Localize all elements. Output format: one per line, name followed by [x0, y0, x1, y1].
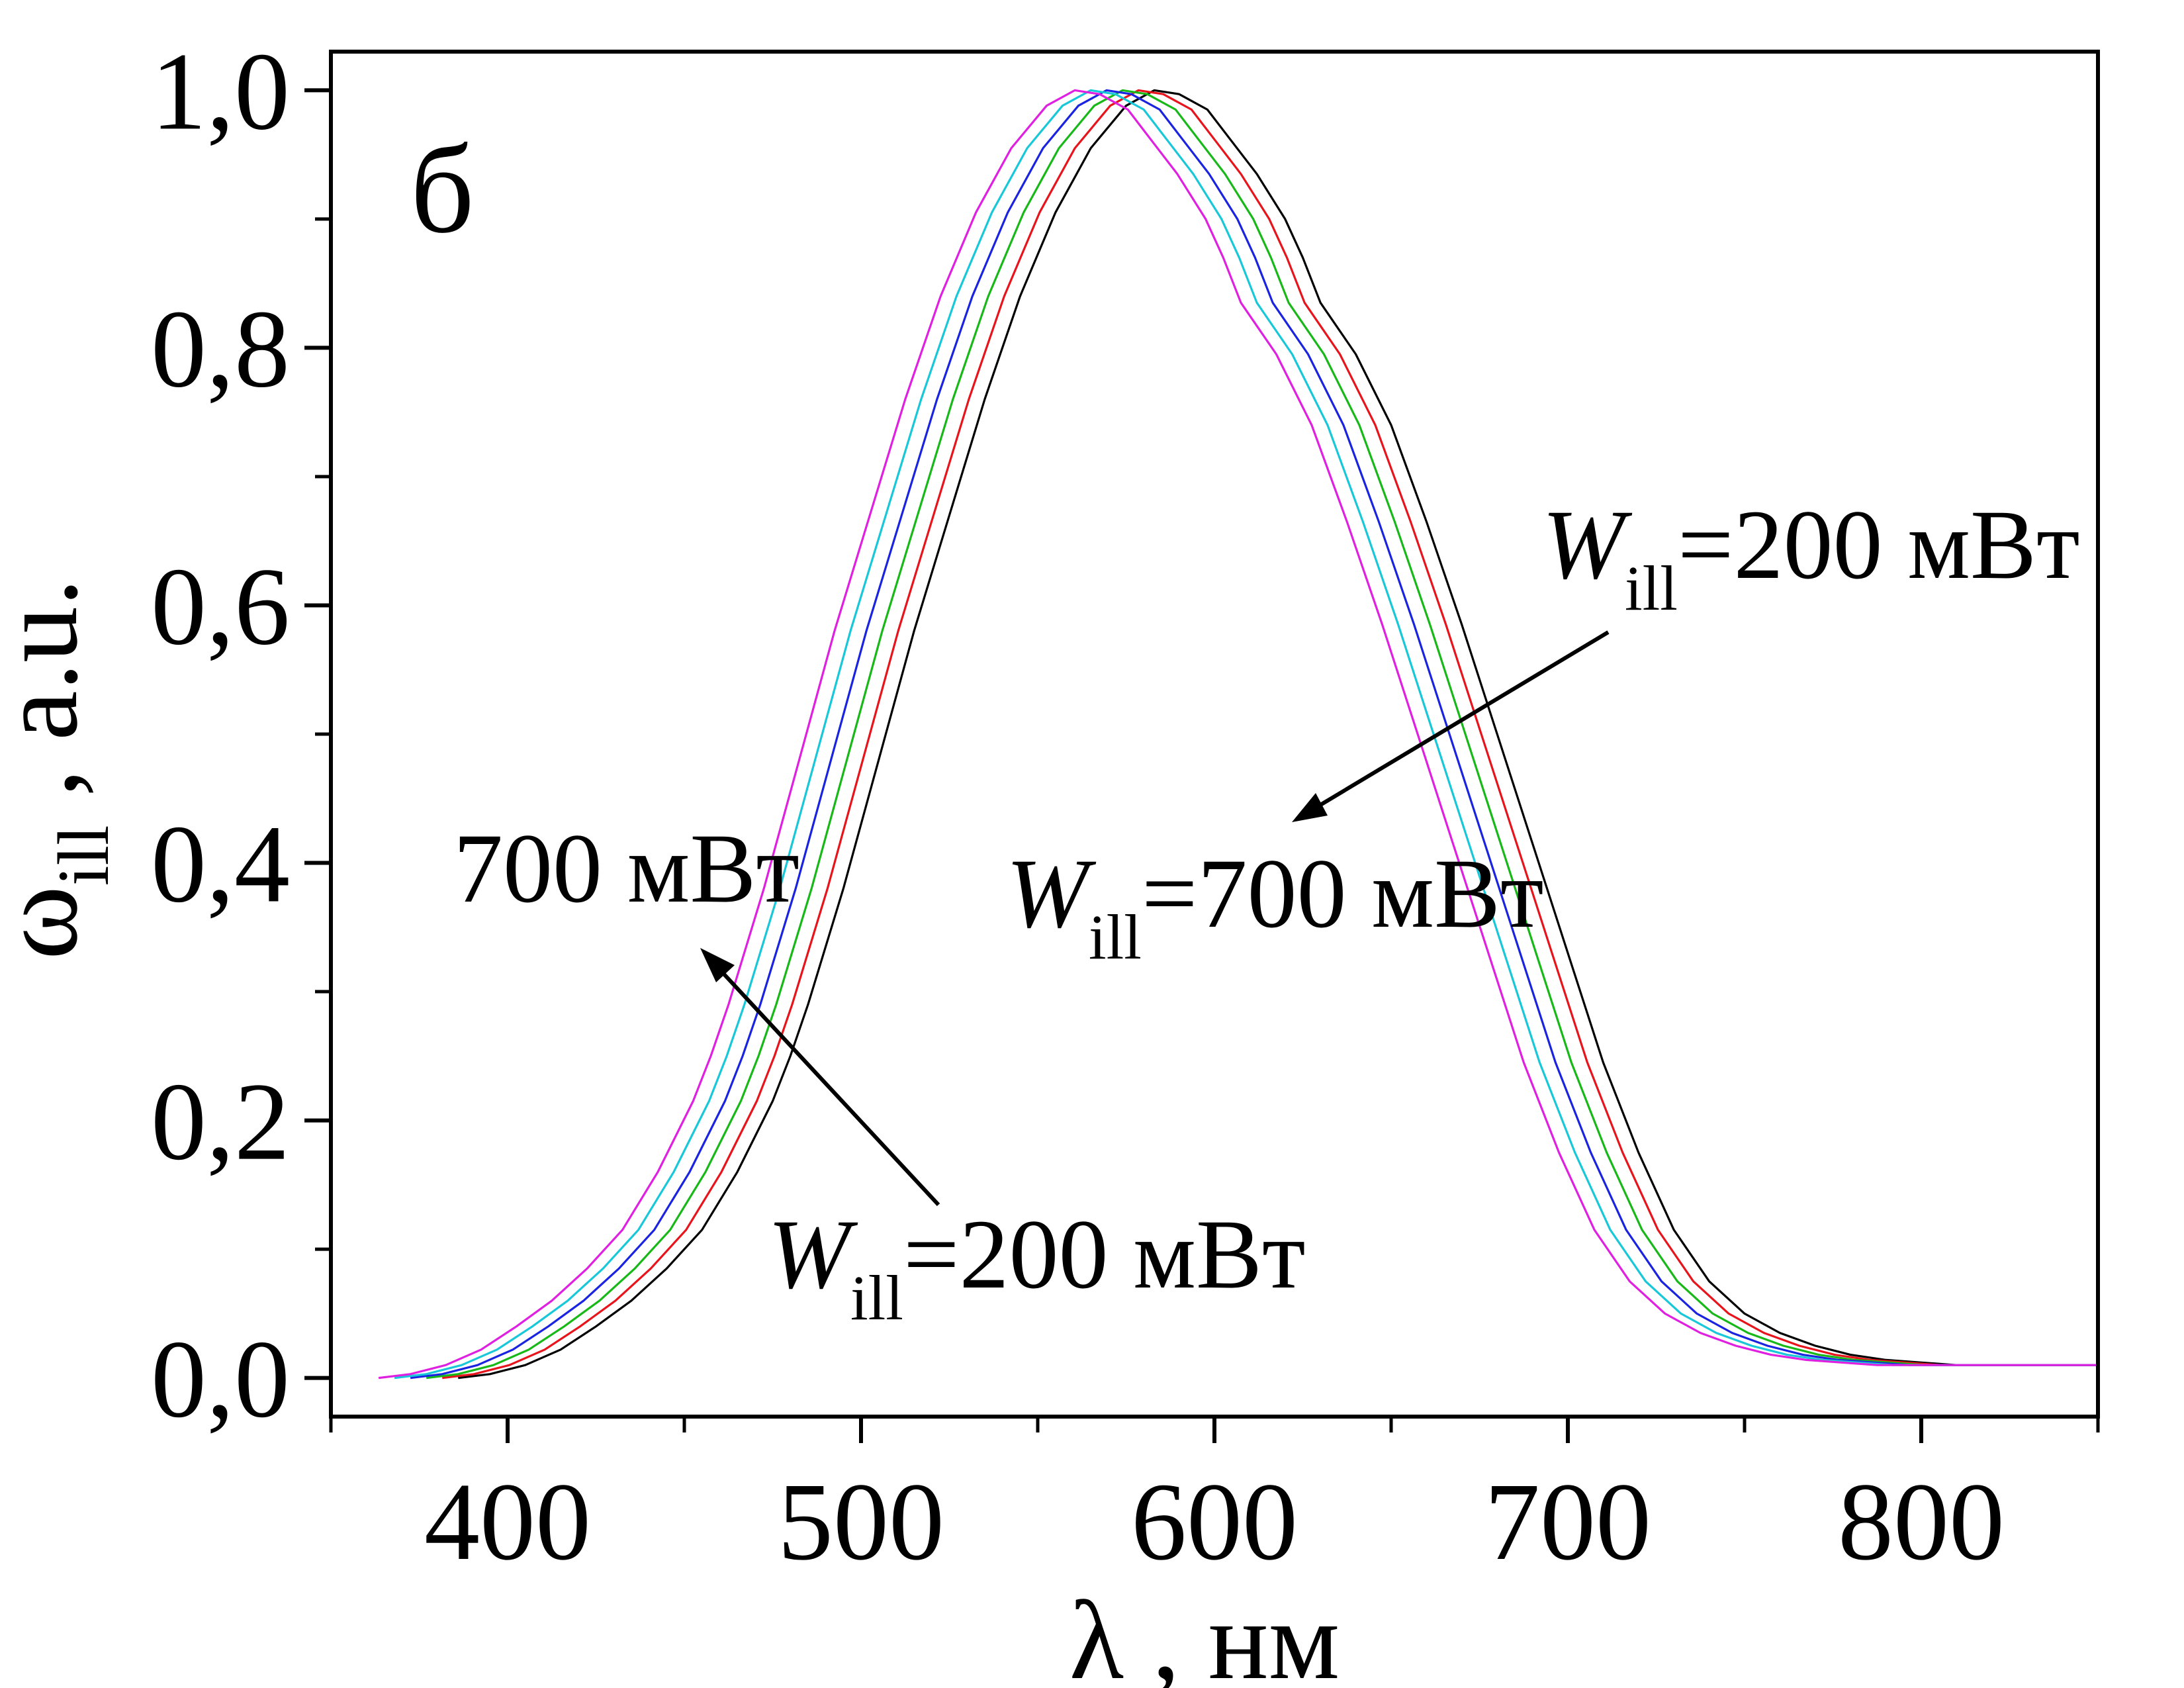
annotation-200-mw-right: Will=200 мВт	[1542, 490, 2080, 624]
x-tick-label: 800	[1838, 1460, 2005, 1583]
y-tick-label: 1,0	[151, 30, 290, 153]
annotation-200-mw-right-w: W	[1542, 490, 1633, 600]
annotation-700-mw-right: Will=700 мВт	[1006, 839, 1544, 972]
annotation-700-mw-left: 700 мВт	[453, 814, 799, 923]
spectrum-series-line	[426, 89, 2098, 1380]
x-axis-title: λ , нм	[1069, 1578, 1340, 1688]
annotation-200-mw-left-value: =200 мВт	[903, 1199, 1306, 1309]
annotation-700-mw-right-w: W	[1006, 839, 1097, 949]
x-tick-label: 600	[1131, 1460, 1298, 1583]
annotation-200-mw-left-sub: ill	[850, 1262, 903, 1333]
spectra-curves	[378, 89, 2098, 1380]
annotation-200-mw-right-value: =200 мВт	[1678, 490, 2080, 600]
x-tick-label: 400	[424, 1460, 591, 1583]
arrow-right-head	[1292, 793, 1328, 822]
spectrum-series-line	[378, 89, 2098, 1380]
arrow-left	[716, 966, 940, 1207]
y-tick-label: 0,2	[151, 1060, 290, 1184]
x-tick-label: 700	[1484, 1460, 1651, 1583]
y-tick-label: 0,0	[151, 1318, 290, 1441]
y-tick-label: 0,6	[151, 545, 290, 668]
x-axis: 400 500 600 700 800	[329, 1417, 2100, 1583]
spectrum-series-line	[442, 89, 2098, 1380]
y-axis-title-units: , a.u.	[0, 578, 101, 825]
spectrum-series-line	[394, 89, 2098, 1380]
y-axis: 0,0 0,2 0,4 0,6 0,8 1,0	[151, 30, 331, 1441]
annotation-700-mw-right-sub: ill	[1089, 902, 1142, 972]
annotation-700-mw-right-value: =700 мВт	[1142, 839, 1544, 949]
x-tick-label: 500	[778, 1460, 944, 1583]
spectrum-series-line	[458, 89, 2098, 1380]
annotation-200-mw-left-w: W	[768, 1199, 858, 1309]
annotation-200-mw-right-sub: ill	[1625, 553, 1678, 624]
y-tick-label: 0,4	[151, 803, 290, 926]
spectrum-series-line	[410, 89, 2098, 1380]
y-tick-label: 0,8	[151, 287, 290, 410]
annotation-200-mw-left: Will=200 мВт	[768, 1199, 1306, 1333]
arrow-right	[1312, 630, 1610, 811]
y-axis-title-subscript: ill	[43, 825, 124, 886]
arrow-left-head	[700, 948, 735, 982]
y-axis-title: ωill , a.u.	[0, 578, 124, 960]
y-axis-title-symbol: ω	[0, 886, 101, 960]
panel-label: б	[410, 120, 475, 259]
